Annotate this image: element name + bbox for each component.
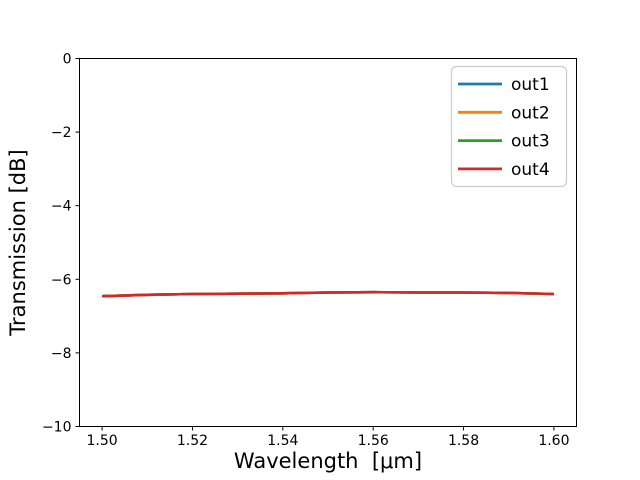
y-tick-label: −6 [51,272,72,288]
x-tick-label: 1.50 [87,433,118,449]
y-tick-label: −8 [51,346,72,362]
x-tick-label: 1.54 [267,433,298,449]
x-axis-label: Wavelength [μm] [234,449,422,473]
plot-border [79,58,577,427]
x-tick-label: 1.52 [177,433,208,449]
series-line-out4 [102,290,554,298]
x-tick-label: 1.58 [448,433,479,449]
plot-area: 1.50 1.52 1.54 1.56 1.58 1.60 0 −2 −4 −6 −8 −10 [42,52,570,450]
legend-label-out1: out1 [511,75,550,95]
y-tick-label: 0 [63,52,72,68]
y-tick-label: −2 [51,125,72,141]
legend-label-out2: out2 [511,103,550,123]
legend: out1 out2 out3 out4 [450,65,568,188]
legend-label-out4: out4 [511,160,550,180]
y-tick-label: −4 [51,199,72,215]
x-tick-label: 1.60 [538,433,569,449]
y-axis-label: Transmission [dB] [6,149,30,336]
legend-box [450,65,568,188]
y-tick-label: −10 [42,420,72,436]
legend-label-out3: out3 [511,132,550,152]
x-tick-label: 1.56 [358,433,389,449]
